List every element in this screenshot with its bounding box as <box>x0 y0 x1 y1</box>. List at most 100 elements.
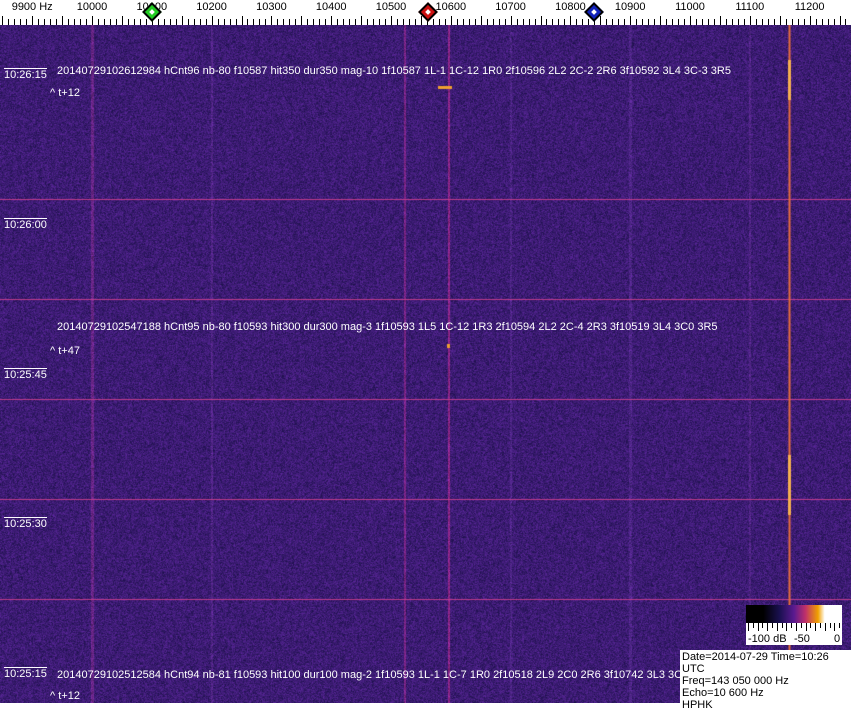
axis-tick <box>74 19 75 25</box>
axis-tick <box>397 19 398 25</box>
axis-tick <box>379 19 380 25</box>
axis-tick <box>654 19 655 25</box>
axis-tick <box>307 19 308 25</box>
axis-tick <box>349 19 350 25</box>
axis-tick <box>517 19 518 25</box>
axis-tick <box>253 19 254 25</box>
axis-tick <box>804 19 805 25</box>
axis-tick <box>409 19 410 25</box>
colorbar-tick <box>767 623 769 631</box>
detection-offset: ^ t+12 <box>50 690 80 702</box>
colorbar-label: -50 <box>794 633 810 645</box>
axis-tick <box>283 19 284 25</box>
frequency-label: 10400 <box>315 1 347 13</box>
axis-tick <box>451 16 452 25</box>
axis-tick <box>433 19 434 25</box>
axis-tick <box>445 19 446 25</box>
frequency-label: 11000 <box>675 1 705 13</box>
axis-tick <box>439 19 440 25</box>
axis-tick <box>158 19 159 25</box>
axis-tick <box>822 19 823 25</box>
axis-tick <box>738 19 739 25</box>
axis-tick <box>50 19 51 25</box>
axis-tick <box>672 19 673 25</box>
colorbar-gradient <box>746 605 842 623</box>
frequency-label: 11200 <box>794 1 825 13</box>
info-station: HPHK <box>682 699 713 711</box>
axis-tick <box>373 19 374 25</box>
axis-tick <box>403 19 404 25</box>
colorbar-tick <box>829 623 831 628</box>
axis-tick <box>134 19 135 25</box>
axis-tick <box>164 19 165 25</box>
axis-tick <box>325 19 326 25</box>
axis-tick <box>391 16 392 25</box>
frequency-label: 9900 Hz <box>11 1 53 13</box>
axis-tick <box>122 16 123 25</box>
frequency-label: 10200 <box>196 1 227 13</box>
frequency-label: 11100 <box>735 1 765 13</box>
axis-tick <box>56 19 57 25</box>
axis-tick <box>176 19 177 25</box>
axis-tick <box>457 19 458 25</box>
axis-tick <box>224 19 225 25</box>
axis-tick <box>487 19 488 25</box>
axis-tick <box>212 16 213 25</box>
axis-tick <box>708 19 709 25</box>
colorbar-tick <box>820 623 821 628</box>
axis-tick <box>331 16 332 25</box>
axis-tick <box>188 19 189 25</box>
frequency-label: 10900 <box>614 1 646 13</box>
axis-tick <box>546 19 547 25</box>
colorbar-tick <box>796 623 797 631</box>
colorbar-tick <box>776 623 778 631</box>
axis-tick <box>355 19 356 25</box>
detection-annotation: 20140729102512584 hCnt94 nb-81 f10593 hi… <box>57 669 692 681</box>
time-label: 10:26:00 <box>4 218 47 231</box>
axis-tick <box>32 16 33 25</box>
info-echo: Echo=10 600 Hz <box>682 687 764 699</box>
axis-tick <box>678 19 679 25</box>
axis-tick <box>110 19 111 25</box>
axis-tick <box>499 19 500 25</box>
time-label: 10:25:45 <box>4 368 47 381</box>
axis-tick <box>146 19 147 25</box>
axis-tick <box>2 16 3 25</box>
axis-tick <box>594 19 595 25</box>
colorbar: -100 dB -50 0 <box>746 605 842 645</box>
axis-tick <box>62 16 63 25</box>
axis-tick <box>636 19 637 25</box>
info-date-time: Date=2014-07-29 Time=10:26 UTC <box>682 651 829 675</box>
frequency-label: 10500 <box>375 1 407 13</box>
axis-tick <box>845 19 846 25</box>
axis-tick <box>523 19 524 25</box>
axis-tick <box>702 19 703 25</box>
axis-tick <box>684 19 685 25</box>
axis-tick <box>415 19 416 25</box>
axis-tick <box>660 16 661 25</box>
detection-offset: ^ t+12 <box>50 87 80 99</box>
axis-tick <box>38 19 39 25</box>
axis-tick <box>367 19 368 25</box>
info-box: Date=2014-07-29 Time=10:26 UTC Freq=143 … <box>680 650 851 711</box>
axis-tick <box>295 19 296 25</box>
axis-tick <box>44 19 45 25</box>
axis-tick <box>630 16 631 25</box>
axis-tick <box>140 19 141 25</box>
detection-annotation: 20140729102612984 hCnt96 nb-80 f10587 hi… <box>57 65 731 77</box>
axis-tick <box>116 19 117 25</box>
detection-offset: ^ t+47 <box>50 345 80 357</box>
spectrogram <box>0 25 851 703</box>
axis-tick <box>92 16 93 25</box>
time-label: 10:26:15 <box>4 68 47 81</box>
axis-tick <box>732 19 733 25</box>
axis-tick <box>277 19 278 25</box>
axis-tick <box>8 19 9 25</box>
axis-tick <box>816 19 817 25</box>
axis-tick <box>768 19 769 25</box>
axis-tick <box>385 19 386 25</box>
frequency-label: 10600 <box>435 1 467 13</box>
axis-tick <box>541 16 542 25</box>
axis-tick <box>475 19 476 25</box>
axis-tick <box>606 19 607 25</box>
